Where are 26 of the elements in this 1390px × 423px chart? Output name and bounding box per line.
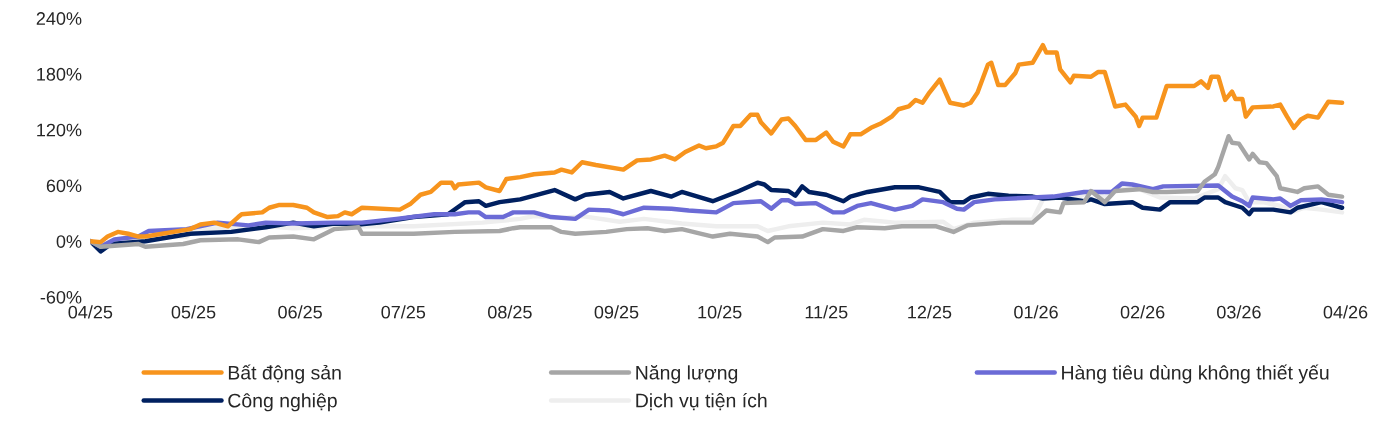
- legend-label: Năng lượng: [636, 365, 738, 384]
- y-tick-label: -60%: [40, 290, 82, 304]
- y-tick-label: 240%: [36, 12, 82, 25]
- x-tick-label: 05/25: [171, 305, 216, 319]
- x-tick-label: 06/25: [278, 305, 322, 319]
- y-tick-label: 180%: [37, 67, 82, 81]
- x-tick-label: 10/25: [698, 305, 742, 319]
- x-tick-label: 01/26: [1014, 305, 1058, 319]
- x-tick-label: 02/26: [1120, 305, 1165, 319]
- x-tick-label: 08/25: [488, 305, 532, 319]
- x-tick-label: 11/25: [805, 305, 848, 319]
- x-tick-label: 03/26: [1217, 305, 1261, 319]
- line-series: [90, 133, 1345, 249]
- y-tick-label: 60%: [46, 179, 82, 193]
- x-tick-label: 09/25: [594, 305, 639, 319]
- legend-label: Hàng tiêu dùng không thiết yếu: [1062, 364, 1329, 384]
- legend-label: Công nghiệp: [228, 393, 337, 412]
- y-tick-label: 120%: [37, 123, 82, 137]
- line-series: [90, 42, 1345, 245]
- legend-label: Dịch vụ tiện ích: [636, 392, 767, 411]
- y-tick-label: 0%: [56, 235, 82, 248]
- x-tick-label: 12/25: [908, 305, 952, 319]
- x-tick-label: 04/25: [68, 305, 113, 319]
- legend-label: Bất động sản: [228, 364, 341, 384]
- x-tick-label: 07/25: [381, 305, 426, 319]
- x-tick-label: 04/26: [1323, 305, 1368, 319]
